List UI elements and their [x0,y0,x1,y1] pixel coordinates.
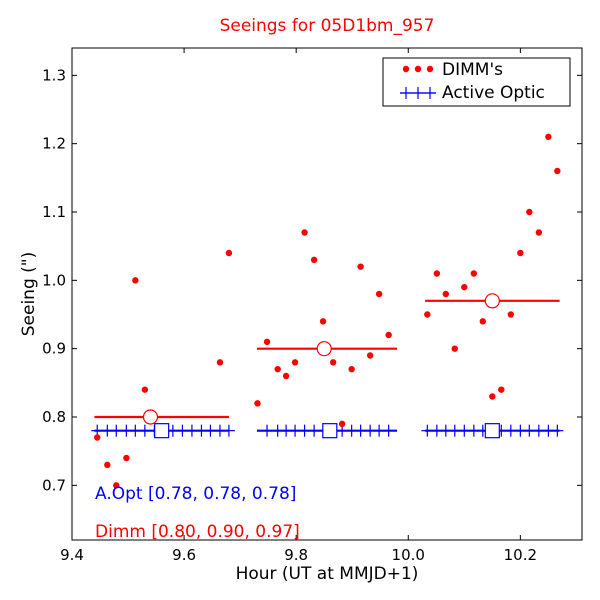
active-optic-summary: A.Opt [0.78, 0.78, 0.78] [95,484,296,504]
x-tick-label-0: 9.4 [60,546,84,564]
dimm-point-6 [216,359,224,366]
active-optic-mean-marker-1 [322,423,338,439]
plot-frame [71,47,583,541]
legend-dimm-label: DIMM's [442,60,503,80]
dimm-point-14 [310,256,318,264]
dimm-point-23 [424,311,431,318]
legend-ao-marker [400,87,436,99]
dimm-point-10 [274,365,281,373]
dimm-point-11 [282,372,290,380]
dimm-point-35 [535,229,543,236]
active-optic-point-42 [551,424,564,437]
dimm-mean-marker-2 [484,293,500,309]
dimm-point-0 [94,434,101,441]
x-axis-label: Hour (UT at MMJD+1) [236,564,419,584]
dimm-point-26 [451,345,458,352]
dimm-point-2 [113,482,120,489]
dimm-point-36 [545,133,552,141]
active-optic-point-28 [382,424,395,437]
dimm-point-7 [225,249,233,257]
dimm-point-4 [132,277,139,284]
dimm-point-17 [338,420,346,428]
dimm-point-30 [489,393,496,400]
plot-area [91,133,564,489]
dimm-point-31 [498,386,505,393]
dimm-point-20 [366,352,374,359]
dimm-point-16 [329,359,337,366]
dimm-point-34 [526,208,533,216]
dimm-point-24 [433,270,441,277]
legend-ao-plus-2 [424,87,436,99]
dimm-point-22 [385,331,392,339]
dimm-point-8 [254,400,261,407]
dimm-point-15 [319,318,327,325]
legend-dimm-marker [402,65,434,73]
dimm-mean-marker-0 [142,409,159,425]
dimm-point-21 [375,290,383,298]
dimm-point-3 [123,454,130,462]
dimm-mean-marker-1 [316,341,332,357]
legend-dimm-dot-1 [414,65,422,73]
dimm-point-33 [517,249,524,257]
dimm-point-29 [479,318,487,325]
dimm-point-28 [470,270,478,277]
active-optic-point-2 [110,424,123,437]
legend: DIMM's Active Optic [382,57,571,107]
dimm-point-9 [263,338,271,346]
legend-ao-label: Active Optic [442,83,545,103]
dimm-point-27 [461,283,468,291]
y-tick-label-3: 1.0 [42,271,66,289]
legend-ao-plus-1 [412,87,424,99]
active-optic-mean-marker-2 [484,423,500,439]
dimm-point-12 [291,359,299,366]
active-optic-point-15 [261,424,274,437]
dimm-point-19 [357,263,364,270]
y-axis-label: Seeing (") [19,252,39,337]
y-tick-label-2: 0.9 [42,340,66,358]
y-axis-ticks: 0.7 0.8 0.9 1.0 1.1 1.2 1.3 [42,66,582,494]
dimm-point-32 [507,311,515,318]
y-tick-label-5: 1.2 [42,135,66,153]
x-tick-label-4: 10.2 [504,546,537,564]
dimm-summary: Dimm [0.80, 0.90, 0.97] [95,522,300,542]
y-tick-label-0: 0.7 [42,476,66,494]
legend-ao-plus-0 [400,87,412,99]
dimm-point-5 [141,386,149,393]
y-tick-label-4: 1.1 [42,203,66,221]
legend-box [382,57,571,107]
x-tick-label-3: 10.0 [392,546,425,564]
x-tick-label-1: 9.6 [172,546,196,564]
y-tick-label-1: 0.8 [42,408,66,426]
y-tick-label-6: 1.3 [42,66,66,84]
chart-title: Seeings for 05D1bm_957 [220,16,435,36]
active-optic-mean-marker-0 [154,423,170,439]
dimm-point-37 [554,167,561,175]
dimm-point-1 [104,461,111,469]
legend-dimm-dot-2 [426,65,434,73]
dimm-point-25 [442,290,450,298]
active-optic-point-14 [222,424,235,437]
dimm-point-18 [348,365,355,373]
x-tick-label-2: 9.8 [284,546,308,564]
x-axis-ticks: 9.4 9.6 9.8 10.0 10.2 [60,48,537,564]
legend-dimm-dot-0 [402,65,410,73]
dimm-point-13 [301,229,308,236]
